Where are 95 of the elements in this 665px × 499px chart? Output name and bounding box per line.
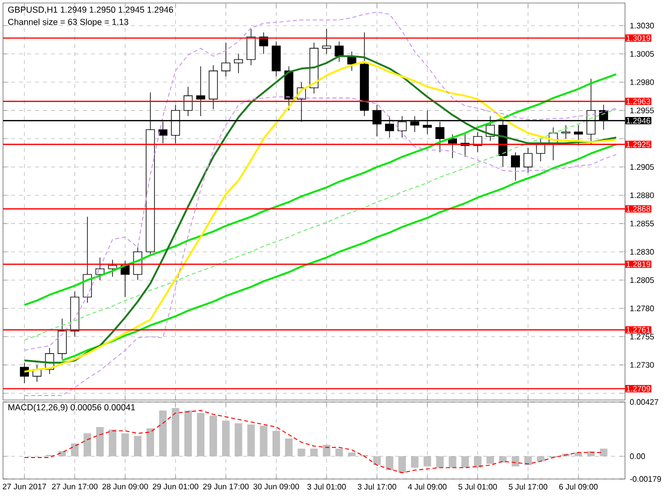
candlestick — [322, 28, 332, 54]
candlestick — [561, 124, 570, 140]
candlestick — [234, 54, 243, 74]
y-tick-label: 0.00427 — [630, 399, 658, 405]
text: Channel size = 63 Slope = 1.13 — [8, 18, 128, 27]
y-tick-label: -0.00179 — [630, 476, 661, 482]
candlestick — [196, 66, 206, 116]
y-tick-label: 1.2805 — [630, 277, 654, 283]
candlestick — [524, 147, 533, 173]
y-tick-label: 1.2830 — [630, 249, 654, 255]
candlestick — [334, 41, 344, 62]
bar — [285, 438, 293, 456]
bar — [260, 426, 268, 456]
y-tick-label: 1.3005 — [630, 51, 654, 57]
ref-line-label: 1.2868 — [626, 206, 650, 212]
y-tick-label: 1.2905 — [630, 164, 654, 170]
bar — [424, 456, 432, 466]
x-tick-label: 5 Jul 01:00 — [458, 484, 497, 490]
bar — [436, 456, 444, 468]
candlestick — [108, 259, 118, 278]
y-tick-label: 1.2855 — [630, 220, 654, 226]
candlestick — [246, 28, 256, 66]
bar — [410, 456, 419, 468]
bar — [96, 427, 104, 456]
line-series — [61, 143, 618, 362]
y-tick-label: 1.2955 — [630, 108, 654, 114]
bar — [172, 408, 180, 456]
bar — [146, 428, 154, 456]
candlestick — [574, 124, 583, 146]
bar — [298, 448, 306, 456]
bar — [247, 424, 255, 456]
bar — [196, 413, 204, 456]
candlestick — [473, 132, 482, 153]
bar — [499, 456, 507, 463]
x-tick-label: 4 Jul 09:00 — [408, 484, 447, 490]
candlestick — [184, 86, 193, 116]
bar — [272, 430, 280, 456]
ref-line-label: 1.3019 — [626, 35, 650, 41]
y-tick-label: 1.2780 — [630, 306, 654, 312]
bar — [486, 456, 494, 464]
x-tick-label: 27 Jun 2017 — [2, 484, 46, 490]
bar — [536, 456, 544, 462]
x-tick-label: 3 Jul 01:00 — [307, 484, 346, 490]
x-tick-label: 29 Jun 17:00 — [203, 484, 249, 490]
y-tick-label: 1.2880 — [630, 192, 654, 198]
ref-line-label: 1.2946 — [626, 118, 650, 124]
y-tick-label: 0.00 — [630, 453, 645, 460]
bar — [84, 433, 92, 456]
bar — [71, 444, 79, 456]
bar — [121, 433, 129, 456]
candlestick — [221, 42, 230, 77]
bar — [310, 448, 318, 456]
y-tick-label: 1.3030 — [630, 22, 654, 28]
y-tick-label: 1.2730 — [630, 362, 654, 368]
bar — [222, 420, 230, 456]
x-tick-label: 3 Jul 17:00 — [358, 484, 396, 490]
y-tick-label: 1.2755 — [630, 334, 654, 340]
bar — [448, 456, 456, 468]
bar — [234, 423, 242, 456]
x-tick-label: 29 Jun 01:00 — [152, 484, 198, 490]
bar — [322, 444, 330, 456]
ref-line-label: 1.2925 — [626, 142, 650, 148]
bar — [398, 456, 406, 473]
bar — [386, 456, 394, 470]
line-series — [24, 108, 617, 341]
bar — [512, 456, 520, 466]
candlestick — [120, 260, 130, 298]
bar — [335, 448, 343, 456]
ref-line-label: 1.2963 — [626, 98, 650, 104]
x-tick-label: 27 Jun 17:00 — [52, 484, 98, 490]
candlestick — [58, 318, 67, 360]
x-tick-label: 28 Jun 09:00 — [102, 484, 148, 490]
ref-line-label: 1.2819 — [626, 261, 650, 268]
bar — [600, 448, 608, 456]
x-tick-label: 30 Jun 09:00 — [253, 484, 300, 490]
candlestick — [510, 152, 520, 181]
ref-line-label: 1.2761 — [626, 327, 650, 333]
bar — [108, 430, 116, 456]
bar — [134, 436, 142, 456]
bar — [348, 452, 356, 456]
bar — [524, 456, 532, 466]
chart-title: GBPUSD,H1 1.2949 1.2950 1.2945 1.2946 — [8, 6, 174, 14]
bar — [373, 456, 381, 466]
bar — [461, 456, 469, 468]
bar — [159, 410, 167, 456]
chart-title: MACD(12,26,9) 0.00056 0.00041 — [8, 404, 135, 412]
line-series — [23, 73, 618, 306]
bar — [184, 410, 192, 456]
x-tick-label: 5 Jul 17:00 — [508, 484, 548, 490]
x-tick-label: 6 Jul 09:00 — [559, 484, 598, 490]
y-tick-label: 1.2980 — [630, 79, 654, 86]
candlestick — [259, 32, 268, 54]
bar — [209, 416, 218, 456]
ref-line-label: 1.2709 — [626, 386, 650, 392]
bar — [474, 456, 482, 468]
